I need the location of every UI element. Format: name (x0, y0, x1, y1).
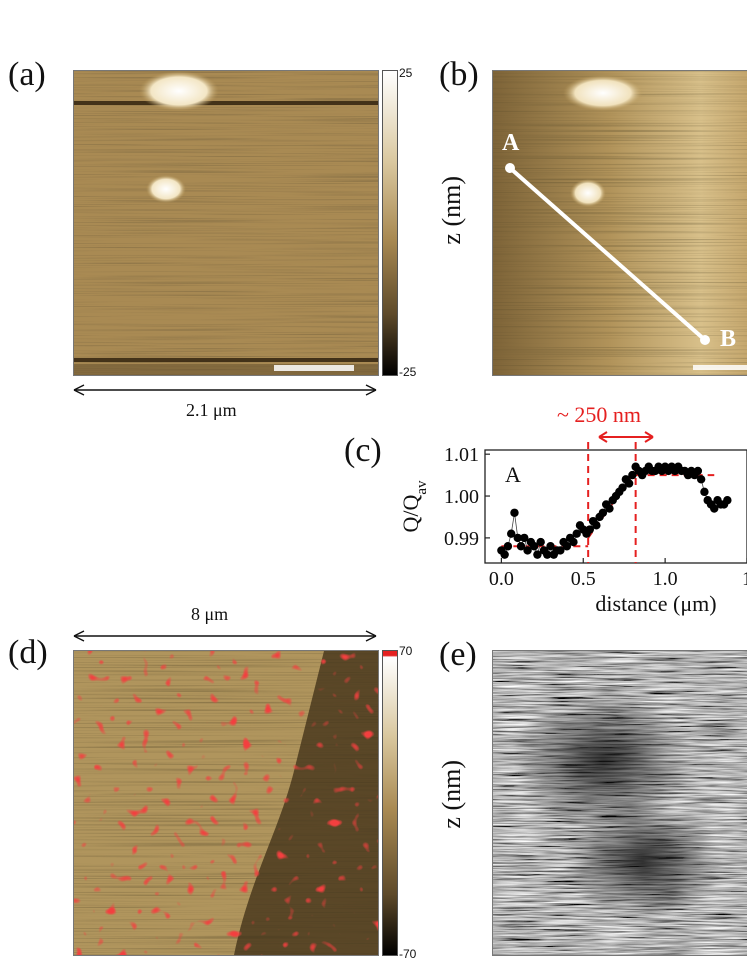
profile-point (520, 533, 529, 543)
z-axis-label-top: z (nm) (437, 176, 466, 245)
x-tick-label: 0.0 (489, 568, 514, 590)
y-tick-label: 1.00 (444, 486, 479, 508)
profile-point (592, 521, 601, 530)
point-b-label: B (720, 326, 737, 352)
x-tick-label: 1.0 (653, 568, 678, 590)
plot-frame (484, 449, 747, 564)
profile-point (533, 550, 542, 559)
panel-e-label: (e) (439, 636, 477, 673)
profile-point (523, 546, 532, 555)
profile-point (696, 475, 706, 484)
scale-bar-a-arrow (73, 384, 377, 396)
afm-image-e-svg (493, 651, 747, 955)
profile-point (516, 542, 526, 551)
resolution-annotation: ~ 250 nm (557, 402, 642, 427)
y-axis-title: Q/Qav (398, 480, 430, 533)
profile-point (513, 533, 522, 543)
profile-point (543, 550, 552, 559)
colorbar-top-max: 25 (399, 66, 413, 80)
x-tick-label: 0.5 (571, 568, 596, 590)
scale-bar-d-arrow (73, 630, 377, 642)
colorbar-bottom-min: -70 (399, 947, 417, 961)
resolution-arrow (598, 431, 654, 443)
profile-point (500, 550, 509, 559)
profile-point (572, 529, 581, 538)
profile-point (628, 470, 637, 480)
profile-point (700, 487, 709, 497)
y-tick-label: 0.99 (444, 528, 479, 550)
profile-point (503, 542, 513, 551)
profile-point (510, 508, 519, 517)
panel-b-label: (b) (439, 56, 479, 93)
profile-point (598, 508, 608, 517)
profile-point (562, 542, 572, 551)
profile-point (556, 546, 565, 555)
y-axis-title-subscript: av (414, 480, 430, 495)
scale-bar-d-label: 8 μm (191, 604, 229, 624)
x-axis-title: distance (μm) (595, 591, 716, 616)
profile-start-label: A (505, 462, 521, 487)
point-a-label: A (502, 130, 520, 156)
afm-image-b (492, 70, 747, 376)
colorbar-top (382, 70, 398, 376)
profile-point (585, 525, 594, 534)
afm-height-image-d (73, 650, 379, 956)
profile-point (536, 537, 545, 547)
colorbar-top-min: -25 (399, 365, 417, 379)
colorbar-bottom-max: 70 (399, 644, 413, 658)
profile-point (569, 537, 578, 547)
colorbar-bottom (382, 650, 398, 956)
profile-point (618, 483, 627, 492)
profile-point (507, 529, 516, 538)
afm-image-b-svg (493, 71, 747, 375)
profile-point (605, 504, 614, 513)
profile-line (501, 465, 728, 556)
scale-bar-a-label: 2.1 μm (186, 400, 237, 420)
profile-point (546, 542, 555, 551)
profile-point (529, 542, 539, 551)
profile-point (710, 504, 719, 513)
afm-image-e (492, 650, 747, 956)
afm-height-image-a-svg (74, 71, 378, 375)
profile-point (693, 466, 703, 476)
afm-height-image-d-svg (74, 651, 378, 955)
profile-point (723, 496, 732, 505)
z-axis-label-bottom: z (nm) (437, 760, 466, 829)
panel-d-label: (d) (8, 634, 48, 671)
afm-height-image-a (73, 70, 379, 376)
x-tick-label: 1 (742, 568, 747, 590)
y-tick-label: 1.01 (444, 444, 479, 466)
panel-a-label: (a) (8, 56, 46, 93)
panel-c-label: (c) (344, 432, 382, 469)
profile-point (624, 479, 634, 488)
